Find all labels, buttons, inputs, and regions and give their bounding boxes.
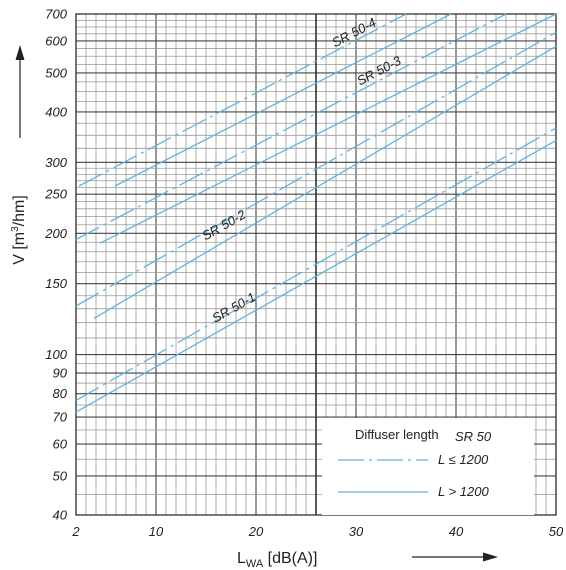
series-line-2-solid	[93, 45, 557, 319]
legend-title: Diffuser length	[355, 427, 439, 442]
x-tick-label: 10	[149, 524, 164, 539]
y-tick-label: 70	[53, 410, 68, 425]
y-axis-arrow-head	[15, 45, 25, 60]
series-line-3-solid	[99, 13, 557, 244]
series-label-1: SR 50-1	[209, 289, 258, 326]
tick-labels: 2 10 20 30 40 50 40 50 60 70 80 90 100 150 200 250 300 40…	[44, 7, 564, 540]
legend-box	[322, 418, 534, 515]
x-tick-label: 50	[549, 524, 564, 539]
x-tick-label: 20	[248, 524, 264, 539]
y-axis-title: V [m3/hm]	[10, 195, 28, 265]
series-line-2-dash-dot	[75, 31, 557, 307]
legend: Diffuser length SR 50 L ≤ 1200 L > 1200	[322, 418, 534, 515]
x-axis-title-sub: WA	[246, 558, 264, 570]
y-tick-label: 500	[45, 65, 67, 80]
y-tick-label: 80	[53, 386, 68, 401]
series-line-4-dash-dot	[78, 13, 407, 187]
y-tick-label: 60	[53, 437, 68, 452]
y-axis-title-rest: /hm]	[11, 195, 28, 226]
y-tick-label: 50	[53, 468, 68, 483]
series-line-4-solid	[114, 13, 452, 187]
series-line-3-dash-dot	[75, 13, 507, 241]
y-tick-label: 400	[45, 104, 67, 119]
y-tick-label: 150	[45, 276, 67, 291]
series-line-1-solid	[75, 139, 557, 413]
series-label-3: SR 50-3	[354, 53, 404, 89]
y-tick-label: 40	[53, 508, 68, 523]
y-tick-label: 600	[45, 33, 67, 48]
y-tick-label: 90	[53, 366, 68, 381]
y-tick-label: 200	[44, 226, 67, 241]
legend-title-tag: SR 50	[455, 429, 492, 444]
y-tick-label: 300	[45, 155, 67, 170]
series-labels: SR 50-1SR 50-2SR 50-3SR 50-4	[199, 15, 404, 326]
x-tick-label: 40	[449, 524, 464, 539]
series-line-1-dash-dot	[75, 127, 557, 401]
x-axis-arrow-head	[483, 552, 498, 562]
x-axis-title-rest: [dB(A)]	[263, 550, 317, 567]
y-tick-label: 100	[45, 347, 67, 362]
x-tick-label: 2	[71, 524, 80, 539]
y-tick-label: 250	[44, 187, 67, 202]
x-axis-title-main: L	[237, 550, 246, 567]
plot-frame	[75, 13, 557, 516]
legend-label-dash-dot: L ≤ 1200	[438, 452, 489, 467]
series-lines	[75, 13, 557, 413]
x-tick-label: 30	[349, 524, 364, 539]
y-axis-title-main: V [m	[11, 232, 28, 265]
y-axis-title-sup: 3	[10, 226, 21, 232]
y-tick-label: 700	[45, 7, 67, 22]
x-axis-title: LWA [dB(A)]	[237, 550, 317, 570]
legend-label-solid: L > 1200	[438, 484, 490, 499]
axis-titles: LWA [dB(A)] V [m3/hm]	[10, 45, 498, 570]
